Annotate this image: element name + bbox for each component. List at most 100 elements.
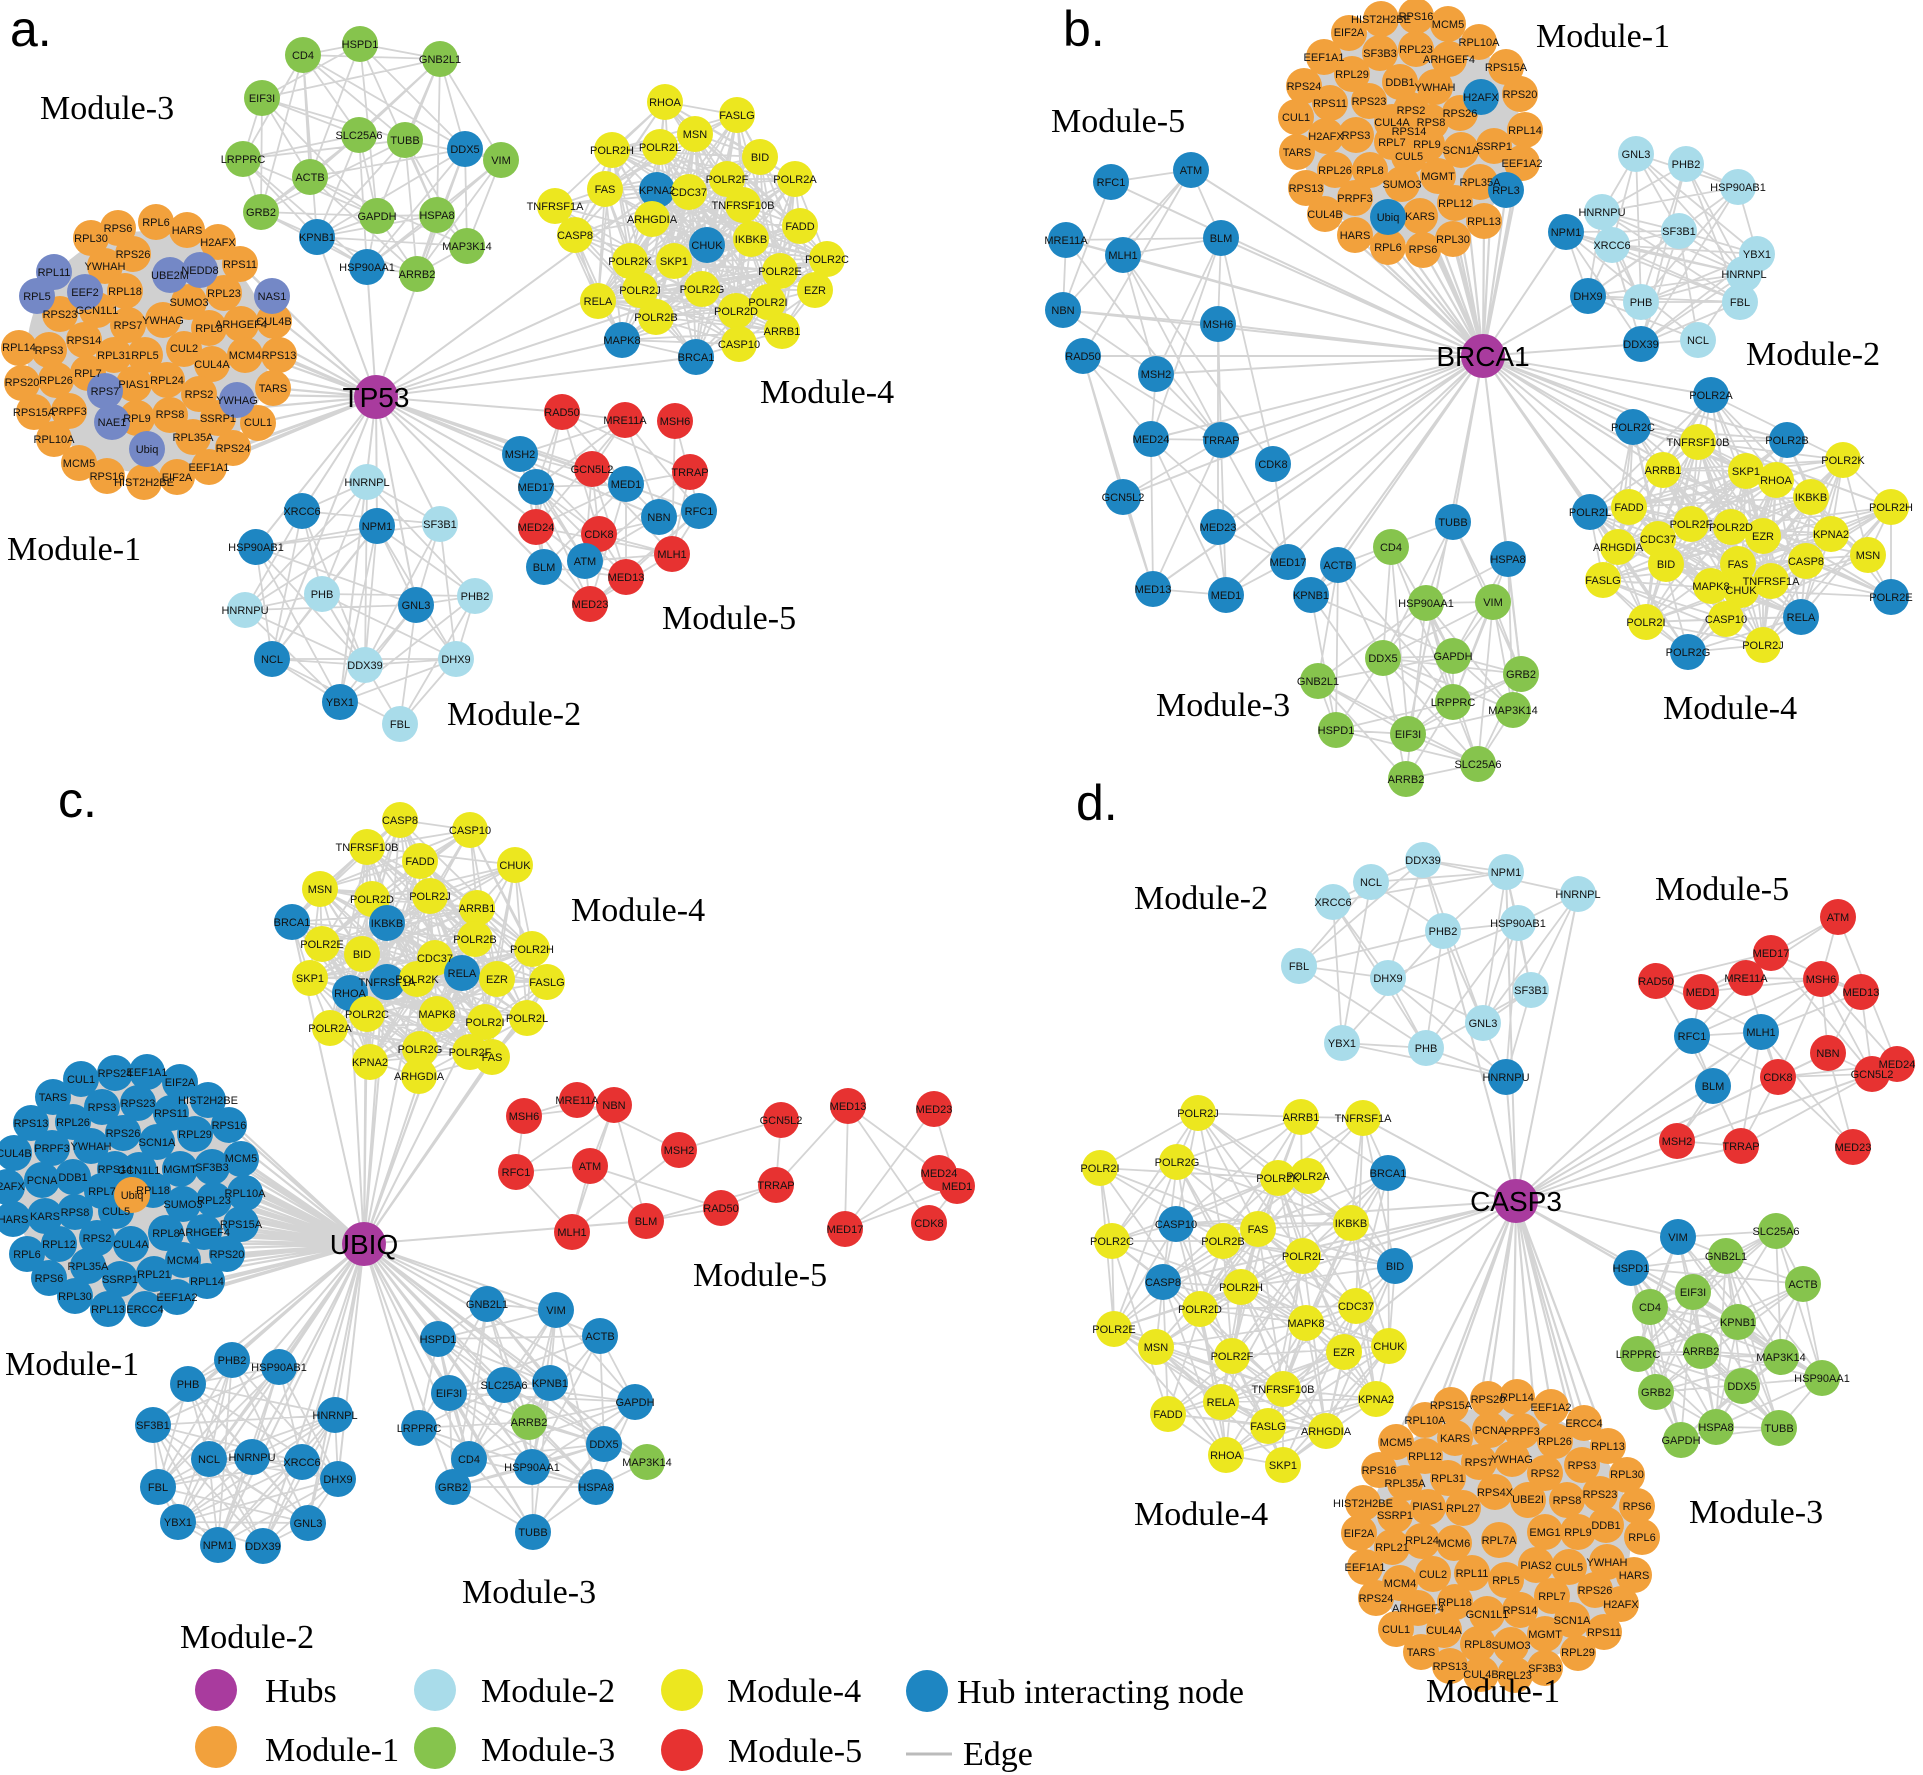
- svg-text:POLR2D: POLR2D: [714, 306, 758, 318]
- svg-text:Module-4: Module-4: [1134, 1496, 1268, 1533]
- svg-text:RPL7A: RPL7A: [1482, 1535, 1518, 1547]
- svg-text:CUL1: CUL1: [67, 1074, 95, 1086]
- svg-text:RPL11: RPL11: [1456, 1568, 1489, 1580]
- svg-text:MED17: MED17: [827, 1224, 864, 1236]
- svg-text:H2AFX: H2AFX: [1463, 92, 1499, 104]
- svg-text:CDK8: CDK8: [1258, 459, 1287, 471]
- svg-text:TNFRSF10B: TNFRSF10B: [1667, 437, 1730, 449]
- svg-text:EEF1A2: EEF1A2: [1531, 1402, 1572, 1414]
- svg-text:HNRNPU: HNRNPU: [1578, 207, 1625, 219]
- svg-text:BID: BID: [1386, 1261, 1404, 1273]
- svg-text:RPL29: RPL29: [1335, 69, 1369, 81]
- svg-text:ARHGDIA: ARHGDIA: [627, 214, 678, 226]
- svg-text:Module-2: Module-2: [1134, 880, 1268, 917]
- svg-text:ATM: ATM: [579, 1161, 601, 1173]
- svg-text:BRCA1: BRCA1: [1370, 1168, 1407, 1180]
- svg-text:RPS23: RPS23: [1352, 96, 1387, 108]
- svg-text:ARRB2: ARRB2: [399, 269, 436, 281]
- svg-text:KPNB1: KPNB1: [299, 232, 335, 244]
- svg-text:HARS: HARS: [1619, 1570, 1650, 1582]
- svg-text:MCM5: MCM5: [1432, 19, 1464, 31]
- svg-text:MAPK8: MAPK8: [418, 1009, 455, 1021]
- svg-text:BRCA1: BRCA1: [1436, 341, 1529, 372]
- svg-text:NPM1: NPM1: [1491, 867, 1522, 879]
- svg-text:PHB: PHB: [1630, 297, 1653, 309]
- svg-text:KPNA2: KPNA2: [1813, 529, 1849, 541]
- svg-text:TNFRSF1A: TNFRSF1A: [359, 977, 417, 989]
- svg-text:RPS23: RPS23: [121, 1098, 156, 1110]
- svg-text:RPS7: RPS7: [1465, 1457, 1494, 1469]
- svg-text:RPS11: RPS11: [1313, 98, 1347, 110]
- svg-text:MCM5: MCM5: [63, 458, 95, 470]
- svg-text:EIF2A: EIF2A: [1344, 1528, 1375, 1540]
- svg-text:EZR: EZR: [804, 285, 826, 297]
- svg-text:RPL8: RPL8: [152, 1228, 180, 1240]
- svg-text:CUL4A: CUL4A: [113, 1239, 149, 1251]
- svg-text:SLC25A6: SLC25A6: [1752, 1226, 1799, 1238]
- svg-text:BLM: BLM: [635, 1216, 658, 1228]
- svg-text:RPS11: RPS11: [1587, 1627, 1621, 1639]
- svg-text:NAE1: NAE1: [98, 417, 127, 429]
- svg-text:MED17: MED17: [1270, 557, 1307, 569]
- svg-text:MED1: MED1: [611, 479, 642, 491]
- svg-text:EEF1A2: EEF1A2: [157, 1292, 198, 1304]
- svg-text:IKBKB: IKBKB: [1335, 1218, 1367, 1230]
- svg-text:DDX5: DDX5: [1727, 1381, 1756, 1393]
- svg-text:EIF3I: EIF3I: [1680, 1287, 1706, 1299]
- svg-text:KPNB1: KPNB1: [1720, 1317, 1756, 1329]
- svg-text:a.: a.: [10, 1, 52, 57]
- svg-text:RPS16: RPS16: [1399, 11, 1434, 23]
- svg-text:POLR2I: POLR2I: [748, 297, 787, 309]
- svg-text:HSP90AA1: HSP90AA1: [504, 1462, 560, 1474]
- svg-text:NAS1: NAS1: [258, 291, 287, 303]
- svg-text:Module-1: Module-1: [7, 531, 141, 568]
- svg-text:RPS8: RPS8: [61, 1207, 90, 1219]
- svg-text:MED13: MED13: [608, 572, 645, 584]
- svg-text:HSPA8: HSPA8: [419, 210, 454, 222]
- svg-text:TUBB: TUBB: [1764, 1423, 1793, 1435]
- svg-text:POLR2L: POLR2L: [1282, 1251, 1324, 1263]
- svg-text:SKP1: SKP1: [1269, 1460, 1297, 1472]
- svg-text:POLR2F: POLR2F: [1670, 519, 1713, 531]
- svg-text:RPS20: RPS20: [1503, 89, 1538, 101]
- svg-text:RPS16: RPS16: [212, 1120, 247, 1132]
- svg-text:MSH6: MSH6: [660, 416, 691, 428]
- svg-text:RPS23: RPS23: [1583, 1489, 1618, 1501]
- svg-text:RPL26: RPL26: [1538, 1436, 1572, 1448]
- svg-text:BRCA1: BRCA1: [274, 917, 311, 929]
- svg-text:EEF1A1: EEF1A1: [127, 1067, 168, 1079]
- svg-text:GNB2L1: GNB2L1: [466, 1299, 508, 1311]
- svg-text:LRPPRC: LRPPRC: [397, 1423, 442, 1435]
- svg-text:POLR2I: POLR2I: [465, 1017, 504, 1029]
- svg-text:MSN: MSN: [1144, 1342, 1169, 1354]
- svg-text:EIF3I: EIF3I: [1395, 729, 1421, 741]
- svg-text:RPL30: RPL30: [74, 233, 108, 245]
- svg-text:CDC37: CDC37: [671, 187, 707, 199]
- svg-text:RPS24: RPS24: [98, 1068, 133, 1080]
- svg-text:RPL35A: RPL35A: [1460, 177, 1502, 189]
- svg-text:FBL: FBL: [1289, 961, 1309, 973]
- svg-text:RPL31: RPL31: [1431, 1473, 1465, 1485]
- svg-text:MAP3K14: MAP3K14: [442, 241, 492, 253]
- svg-text:RPL24: RPL24: [1405, 1535, 1439, 1547]
- svg-text:HSPD1: HSPD1: [1613, 1263, 1650, 1275]
- svg-text:RPS3: RPS3: [1342, 130, 1371, 142]
- svg-text:RPS6: RPS6: [35, 1273, 64, 1285]
- svg-text:FAS: FAS: [1728, 559, 1749, 571]
- svg-text:SF3B3: SF3B3: [1363, 48, 1397, 60]
- svg-text:GNB2L1: GNB2L1: [419, 54, 461, 66]
- svg-text:MED1: MED1: [1211, 590, 1242, 602]
- svg-text:NCL: NCL: [1687, 335, 1709, 347]
- svg-text:ACTB: ACTB: [295, 172, 324, 184]
- svg-text:POLR2F: POLR2F: [706, 174, 749, 186]
- svg-text:PHB: PHB: [311, 589, 334, 601]
- svg-text:RPL6: RPL6: [1628, 1532, 1656, 1544]
- svg-text:RFC1: RFC1: [1678, 1031, 1707, 1043]
- svg-text:POLR2H: POLR2H: [510, 944, 554, 956]
- svg-text:MSH2: MSH2: [505, 449, 536, 461]
- svg-text:RPS13: RPS13: [14, 1118, 49, 1130]
- svg-text:Module-5: Module-5: [662, 600, 796, 637]
- svg-text:RPL30: RPL30: [1436, 234, 1470, 246]
- svg-text:RPL13: RPL13: [91, 1304, 125, 1316]
- svg-text:ACTB: ACTB: [585, 1331, 614, 1343]
